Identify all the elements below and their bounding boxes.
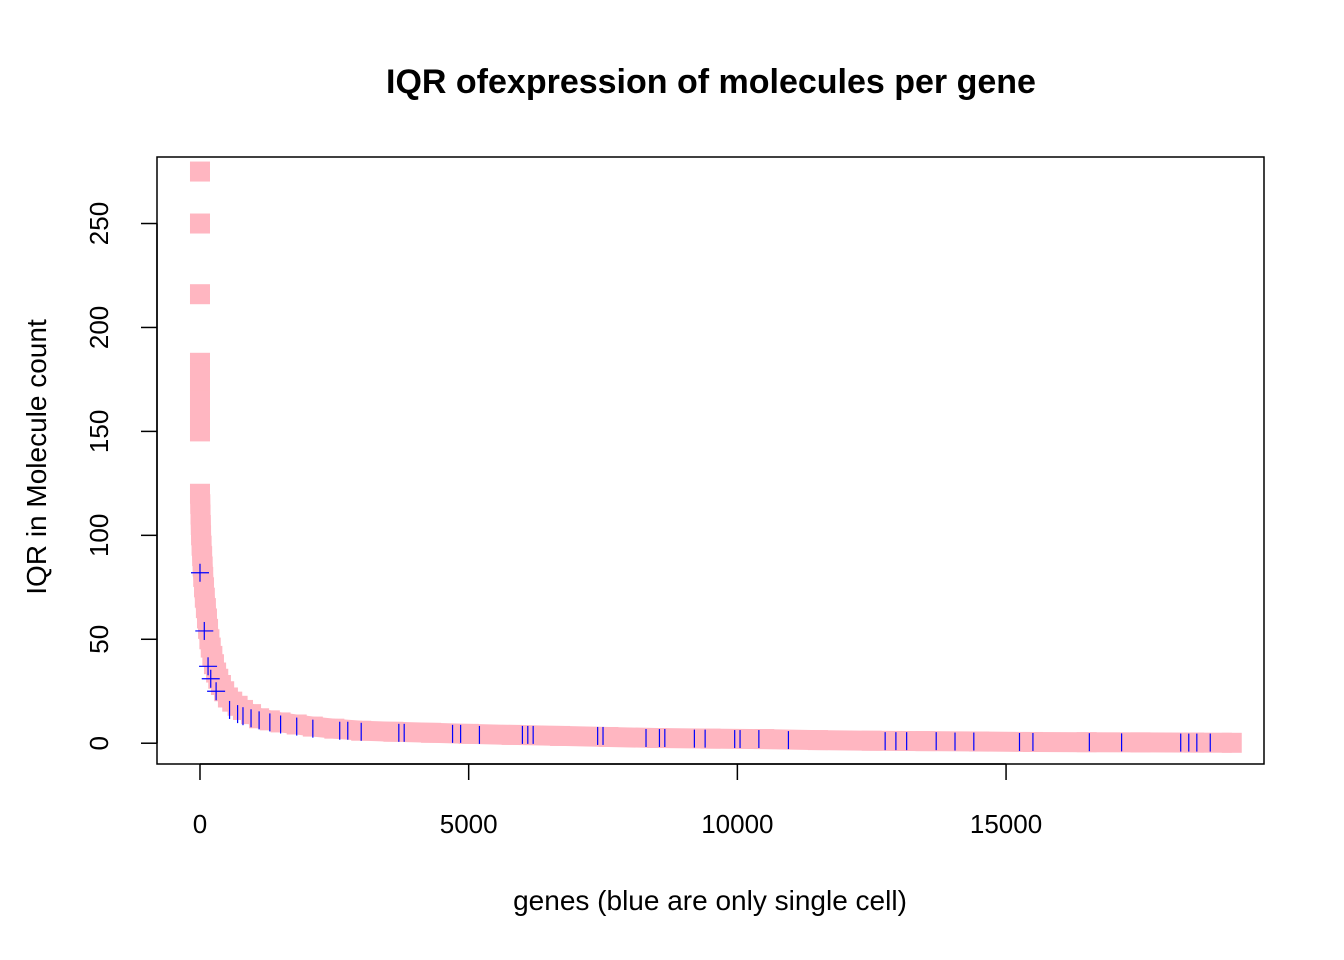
pink-point-9 [189,421,210,442]
y-tick-label-3: 150 [84,410,114,453]
chart-title: IQR ofexpression of molecules per gene [386,63,1036,101]
pink-point-2 [189,284,210,305]
pink-point-1 [189,213,210,234]
x-axis-label: genes (blue are only single cell) [513,885,907,916]
plot-frame [156,156,1265,765]
pink-point-0 [189,161,210,182]
y-tick-label-0: 0 [84,736,114,750]
y-axis: 0 50 100 150 200 250 [84,202,158,750]
blue-point-3 [201,669,220,688]
y-tick-label-2: 100 [84,514,114,557]
y-tick-label-5: 250 [84,202,114,245]
blue-point-2 [199,657,218,676]
pink-band [190,493,1232,753]
x-axis: 0 5000 10000 15000 [193,763,1042,839]
blue-series [190,563,1211,752]
pink-series [189,161,1242,753]
blue-point-0 [190,563,209,582]
x-tick-label-1: 5000 [440,809,498,839]
x-tick-label-2: 10000 [701,809,773,839]
y-tick-label-1: 50 [84,625,114,654]
x-tick-label-0: 0 [193,809,207,839]
blue-point-1 [195,621,214,640]
y-axis-label: IQR in Molecule count [21,319,52,595]
blue-point-4 [207,682,226,701]
x-tick-label-3: 15000 [970,809,1042,839]
y-tick-label-4: 200 [84,306,114,349]
